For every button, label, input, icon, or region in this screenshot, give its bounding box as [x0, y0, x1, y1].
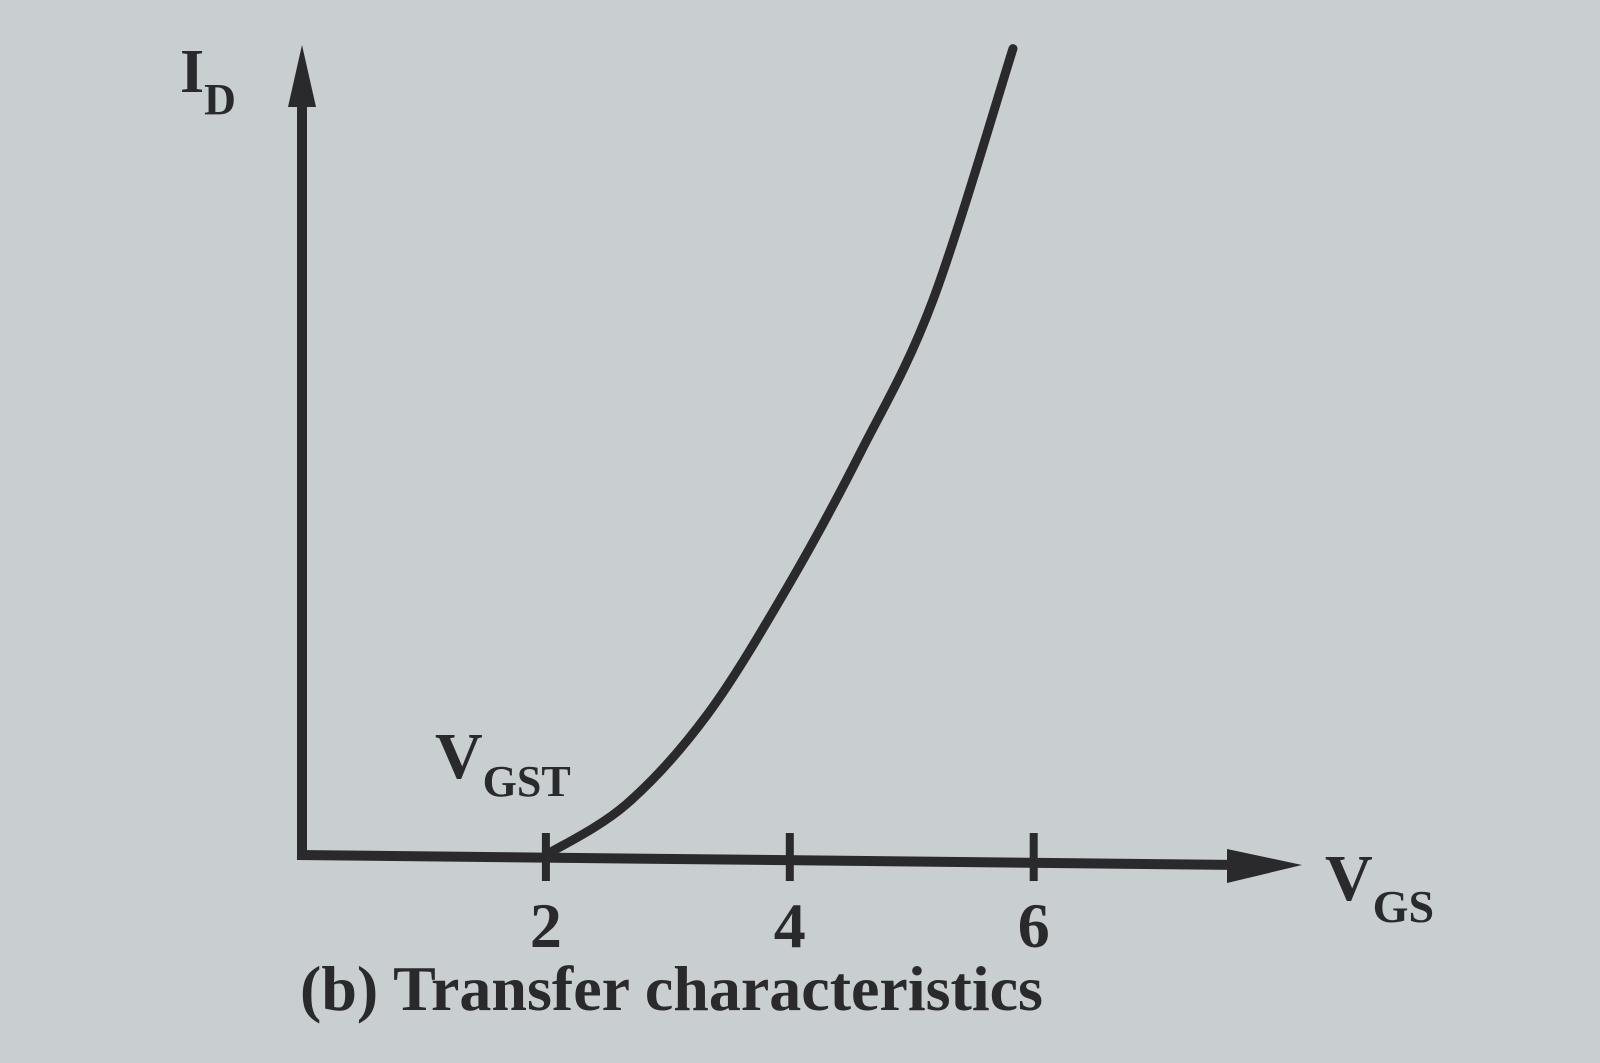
x-axis-arrow	[1227, 849, 1302, 883]
x-axis-label: VGS	[1325, 842, 1434, 932]
y-axis-label: ID	[180, 38, 236, 124]
y-label-main: I	[180, 38, 204, 106]
annotation-sub: GST	[483, 757, 571, 806]
y-label-sub: D	[204, 75, 236, 124]
x-tick-label: 2	[530, 890, 562, 961]
curve	[541, 44, 1018, 860]
annotation-main: V	[435, 720, 483, 793]
x-label-main: V	[1325, 842, 1373, 915]
caption: (b) Transfer characteristics	[300, 953, 1043, 1024]
x-tick-label: 4	[774, 890, 806, 961]
x-tick-label: 6	[1018, 890, 1050, 961]
x-axis	[296, 850, 1243, 870]
x-label-sub: GS	[1373, 881, 1434, 932]
annotation: VGST	[435, 720, 571, 806]
y-axis-arrow	[288, 45, 316, 107]
